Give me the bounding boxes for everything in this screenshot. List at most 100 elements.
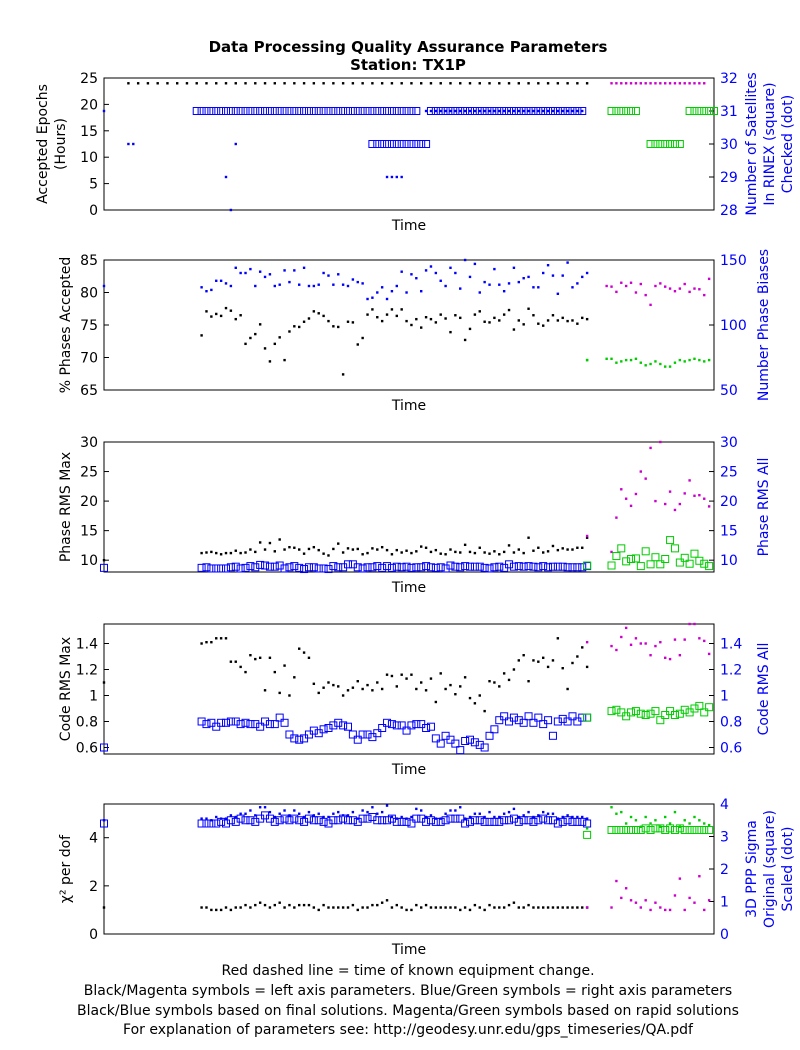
data-point bbox=[410, 82, 413, 85]
data-point bbox=[380, 319, 384, 323]
data-point bbox=[283, 82, 286, 85]
data-point bbox=[644, 477, 647, 480]
data-point bbox=[468, 109, 472, 113]
data-point bbox=[546, 82, 550, 85]
data-point bbox=[319, 564, 328, 573]
data-point bbox=[298, 325, 301, 329]
data-point bbox=[288, 330, 291, 333]
data-point bbox=[400, 308, 403, 311]
data-point bbox=[304, 814, 313, 823]
data-point bbox=[449, 683, 452, 687]
left-tick-label: 25 bbox=[80, 465, 98, 481]
data-point bbox=[205, 310, 208, 313]
data-point bbox=[332, 812, 335, 815]
data-point bbox=[473, 903, 477, 907]
data-point bbox=[387, 140, 396, 148]
data-point bbox=[302, 651, 306, 654]
x-axis-label: Time bbox=[391, 942, 426, 958]
data-point bbox=[571, 815, 574, 819]
data-point bbox=[454, 809, 457, 812]
data-point bbox=[639, 906, 642, 909]
data-point bbox=[202, 720, 211, 729]
data-point bbox=[583, 830, 592, 839]
data-point bbox=[405, 817, 408, 820]
data-point bbox=[695, 107, 704, 115]
data-point bbox=[263, 806, 267, 809]
data-point bbox=[568, 817, 577, 826]
data-point bbox=[275, 561, 284, 570]
right-tick-label: 50 bbox=[720, 383, 738, 399]
data-point bbox=[229, 551, 233, 555]
data-point bbox=[578, 563, 587, 572]
data-point bbox=[426, 563, 435, 572]
data-point bbox=[275, 713, 284, 722]
data-point bbox=[317, 283, 320, 286]
data-point bbox=[415, 277, 418, 280]
data-point bbox=[566, 814, 569, 817]
data-point bbox=[304, 563, 313, 572]
data-point bbox=[664, 815, 667, 819]
data-point bbox=[373, 816, 382, 825]
data-point bbox=[578, 817, 587, 826]
data-point bbox=[498, 319, 501, 322]
data-point bbox=[397, 721, 406, 730]
data-point bbox=[585, 317, 589, 321]
data-point bbox=[339, 563, 348, 572]
data-point bbox=[293, 676, 296, 679]
data-point bbox=[534, 816, 543, 825]
data-point bbox=[378, 724, 387, 732]
data-point bbox=[400, 551, 403, 554]
series-rapid-left-dot bbox=[585, 875, 711, 912]
data-point bbox=[446, 814, 455, 823]
data-point bbox=[666, 536, 675, 545]
data-point bbox=[473, 262, 477, 266]
data-point bbox=[356, 908, 359, 912]
data-point bbox=[341, 82, 345, 85]
data-point bbox=[449, 906, 452, 909]
data-point bbox=[229, 208, 233, 212]
data-point bbox=[283, 664, 286, 667]
footer-line-3: Black/Blue symbols based on final soluti… bbox=[77, 1003, 739, 1019]
data-point bbox=[234, 815, 237, 819]
data-point bbox=[212, 819, 221, 828]
data-point bbox=[332, 547, 335, 551]
data-point bbox=[258, 323, 262, 326]
data-point bbox=[383, 816, 392, 825]
data-point bbox=[346, 320, 350, 323]
data-point bbox=[659, 362, 662, 366]
data-point bbox=[581, 275, 584, 279]
data-point bbox=[102, 819, 106, 822]
data-point bbox=[488, 82, 491, 85]
data-point bbox=[166, 82, 169, 85]
data-point bbox=[420, 681, 423, 684]
data-point bbox=[546, 109, 550, 113]
data-point bbox=[620, 281, 623, 284]
data-point bbox=[461, 562, 470, 571]
panel-5: 0 2 4 0 1 2 3 4 Time χ² per dof 3D PPP Sigma Origin… bbox=[58, 797, 796, 958]
data-point bbox=[295, 107, 304, 115]
data-point bbox=[585, 827, 589, 830]
data-point bbox=[407, 140, 416, 148]
data-point bbox=[522, 551, 525, 555]
data-point bbox=[573, 817, 582, 826]
data-point bbox=[436, 739, 445, 748]
data-point bbox=[505, 816, 514, 825]
data-point bbox=[346, 547, 350, 550]
data-point bbox=[436, 563, 445, 572]
data-point bbox=[270, 107, 279, 115]
data-point bbox=[366, 551, 369, 555]
data-point bbox=[612, 552, 621, 561]
data-point bbox=[444, 906, 447, 909]
data-point bbox=[695, 556, 704, 565]
data-point bbox=[507, 109, 511, 113]
data-point bbox=[664, 656, 667, 659]
data-point bbox=[200, 551, 203, 555]
data-point bbox=[426, 107, 435, 115]
data-point bbox=[542, 271, 545, 275]
data-point bbox=[309, 563, 318, 572]
data-point bbox=[317, 691, 320, 695]
data-point bbox=[571, 906, 574, 909]
data-point bbox=[558, 107, 567, 115]
data-point bbox=[332, 82, 335, 85]
data-point bbox=[581, 109, 584, 113]
